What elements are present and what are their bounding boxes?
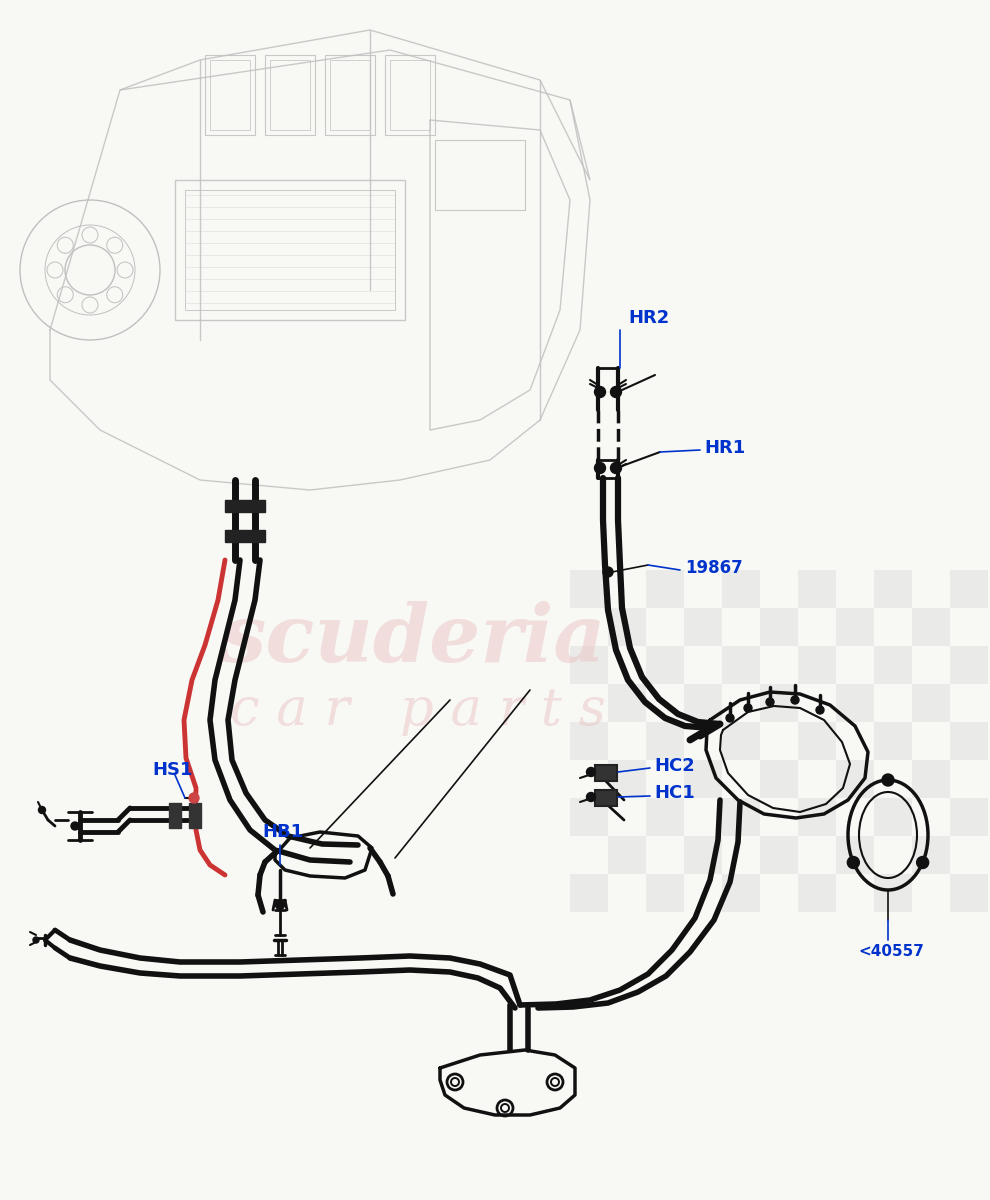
Bar: [836, 760, 874, 798]
Bar: [595, 766, 617, 781]
Bar: [270, 60, 310, 130]
Bar: [874, 874, 912, 912]
Text: HR1: HR1: [704, 439, 745, 457]
Bar: [874, 646, 912, 684]
Circle shape: [603, 566, 613, 577]
Bar: [189, 803, 201, 828]
Bar: [684, 684, 722, 722]
Bar: [684, 608, 722, 646]
Text: HC1: HC1: [654, 784, 695, 802]
Bar: [684, 836, 722, 874]
Circle shape: [275, 900, 284, 910]
Circle shape: [33, 937, 39, 943]
Circle shape: [882, 774, 894, 786]
Circle shape: [189, 793, 199, 803]
Bar: [798, 798, 836, 836]
Bar: [760, 684, 798, 722]
Bar: [798, 646, 836, 684]
Bar: [169, 803, 181, 828]
Text: scuderia: scuderia: [220, 601, 606, 679]
Bar: [265, 55, 315, 134]
Bar: [210, 60, 250, 130]
Text: HC2: HC2: [654, 757, 695, 775]
Bar: [175, 180, 405, 320]
Bar: [722, 570, 760, 608]
Circle shape: [39, 806, 46, 814]
Bar: [798, 722, 836, 760]
Text: 19867: 19867: [685, 559, 742, 577]
Bar: [608, 684, 646, 722]
Bar: [570, 722, 608, 760]
Bar: [570, 570, 608, 608]
Bar: [684, 760, 722, 798]
Bar: [760, 608, 798, 646]
Circle shape: [595, 386, 606, 397]
Bar: [385, 55, 435, 134]
Bar: [722, 646, 760, 684]
Bar: [950, 874, 988, 912]
Bar: [646, 722, 684, 760]
Bar: [950, 570, 988, 608]
Bar: [912, 836, 950, 874]
Bar: [912, 760, 950, 798]
Bar: [646, 798, 684, 836]
Bar: [722, 722, 760, 760]
Text: <40557: <40557: [858, 944, 924, 960]
Circle shape: [586, 792, 596, 802]
Bar: [570, 874, 608, 912]
Circle shape: [611, 386, 622, 397]
Text: c a r   p a r t s: c a r p a r t s: [230, 684, 606, 736]
Bar: [325, 55, 375, 134]
Circle shape: [744, 704, 752, 712]
Bar: [595, 790, 617, 806]
Circle shape: [71, 822, 79, 830]
Bar: [798, 570, 836, 608]
Bar: [205, 55, 255, 134]
Circle shape: [726, 714, 734, 722]
Bar: [722, 874, 760, 912]
Bar: [646, 570, 684, 608]
Bar: [760, 760, 798, 798]
Bar: [185, 190, 395, 310]
Bar: [570, 798, 608, 836]
Bar: [435, 140, 525, 210]
Bar: [608, 836, 646, 874]
Circle shape: [766, 698, 774, 706]
Bar: [760, 836, 798, 874]
Bar: [798, 874, 836, 912]
Bar: [912, 608, 950, 646]
Bar: [874, 798, 912, 836]
Bar: [836, 836, 874, 874]
Bar: [390, 60, 430, 130]
Circle shape: [816, 706, 824, 714]
Bar: [608, 608, 646, 646]
Bar: [646, 646, 684, 684]
Bar: [836, 684, 874, 722]
Bar: [225, 500, 265, 512]
Bar: [646, 874, 684, 912]
Bar: [874, 722, 912, 760]
Bar: [950, 798, 988, 836]
Bar: [950, 722, 988, 760]
Bar: [836, 608, 874, 646]
Bar: [608, 760, 646, 798]
Bar: [330, 60, 370, 130]
Text: HB1: HB1: [262, 823, 303, 841]
Bar: [874, 570, 912, 608]
Circle shape: [611, 462, 622, 474]
Circle shape: [595, 462, 606, 474]
Bar: [570, 646, 608, 684]
Circle shape: [791, 696, 799, 704]
Bar: [912, 684, 950, 722]
Circle shape: [586, 768, 596, 776]
Text: HR2: HR2: [628, 308, 669, 326]
Circle shape: [917, 857, 929, 869]
Circle shape: [847, 857, 859, 869]
Bar: [950, 646, 988, 684]
Bar: [722, 798, 760, 836]
Text: HS1: HS1: [152, 761, 192, 779]
Bar: [225, 530, 265, 542]
